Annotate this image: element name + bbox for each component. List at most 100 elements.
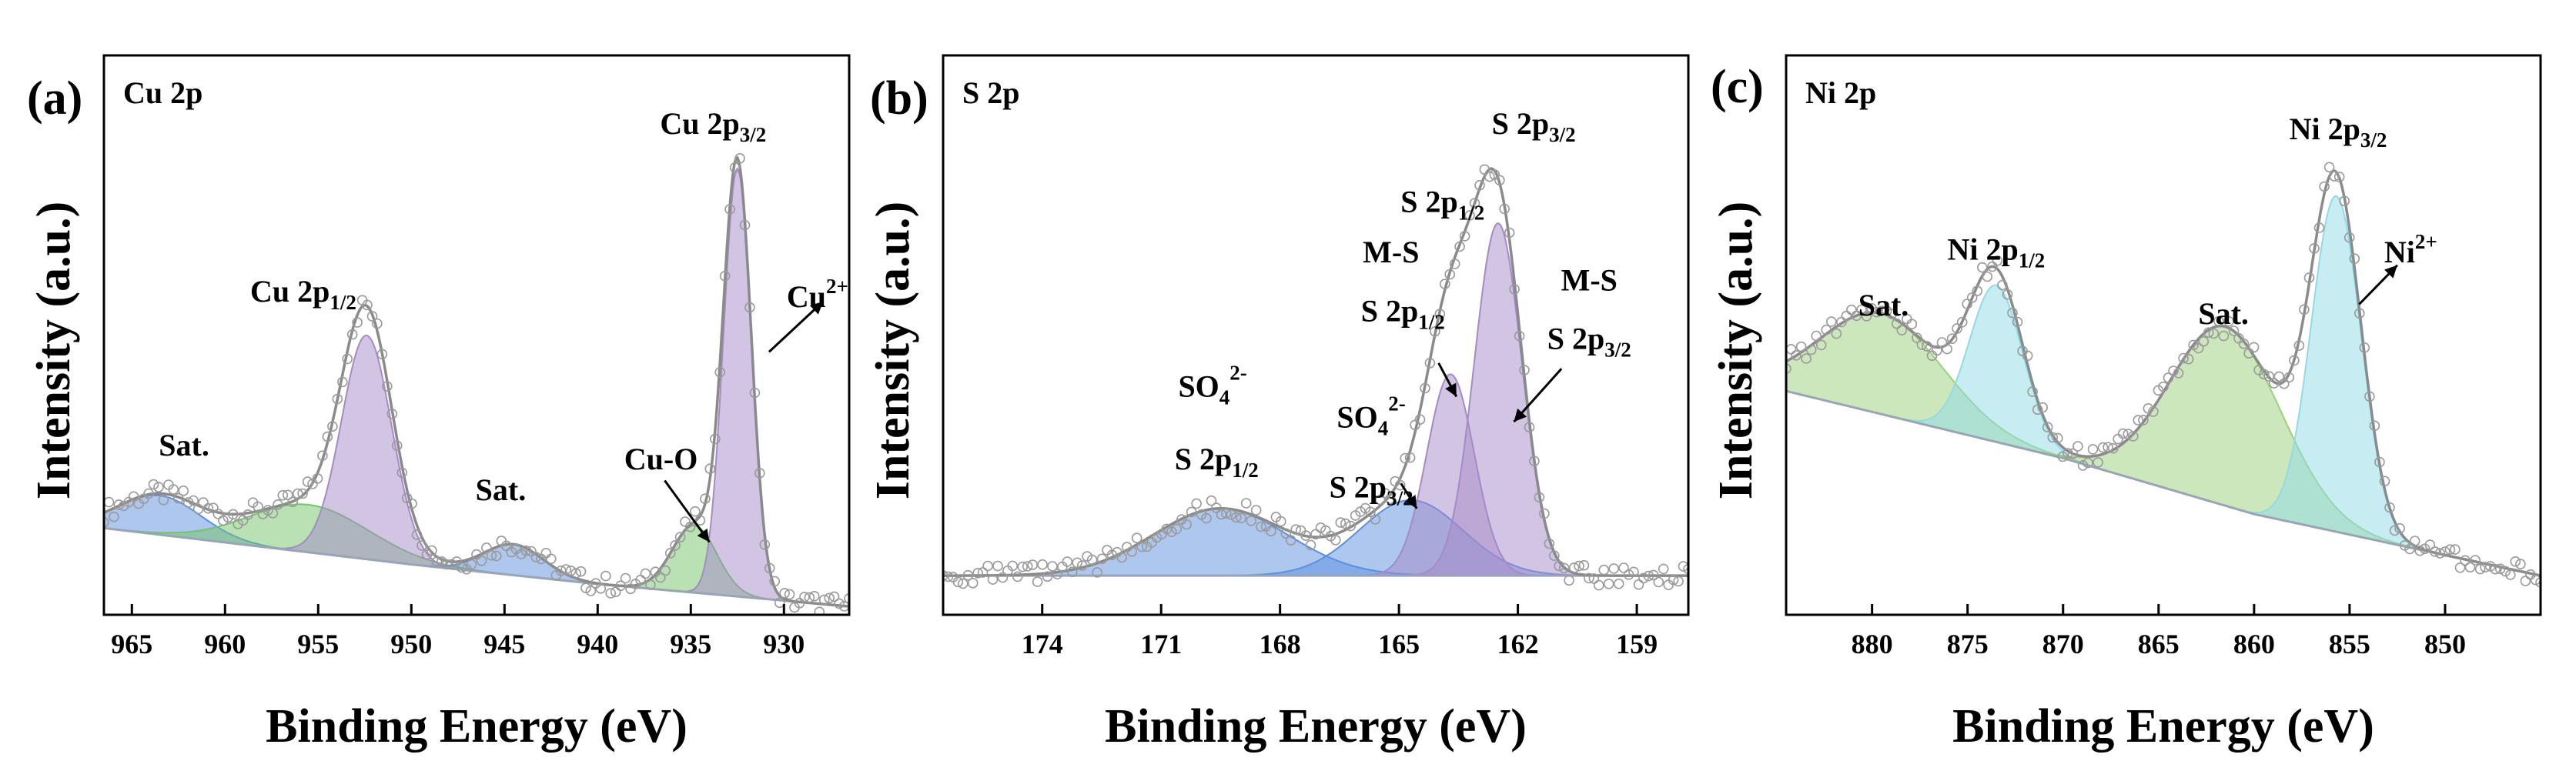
plot-frame (102, 54, 851, 616)
data-point (2057, 451, 2069, 462)
data-point (1977, 262, 1988, 273)
data-point (545, 553, 557, 565)
x-tick-label: 165 (1378, 629, 1420, 659)
data-point (1529, 456, 1540, 467)
data-point (992, 560, 1003, 572)
data-point (282, 489, 293, 501)
data-point (1230, 512, 1242, 523)
data-point (2103, 442, 2113, 453)
data-point (1871, 306, 1882, 318)
data-point (476, 555, 487, 566)
data-point (1236, 512, 1246, 524)
data-point (779, 588, 790, 599)
data-point (2032, 404, 2043, 416)
data-point (2379, 476, 2390, 487)
data-point (1414, 414, 1426, 426)
peak-annotation: Sat. (159, 428, 209, 462)
peak-annotation: S 2p1/2 (1400, 185, 1484, 225)
data-point (1668, 574, 1679, 586)
data-point (2333, 172, 2345, 182)
data-point (188, 495, 199, 506)
data-point (1821, 324, 1832, 335)
data-point (1936, 337, 1948, 348)
data-point (109, 511, 119, 522)
data-point (2384, 502, 2395, 513)
data-point (292, 488, 303, 499)
data-point (2460, 555, 2471, 566)
peak-annotation: S 2p3/2 (1330, 469, 1413, 509)
data-point (615, 580, 626, 592)
data-point (530, 552, 542, 562)
data-point (1454, 241, 1465, 252)
x-tick-label: 855 (2329, 629, 2370, 659)
data-point (654, 572, 666, 583)
data-point (2173, 368, 2184, 379)
peak-annotation: S 2p3/2 (1492, 106, 1576, 146)
data-point (490, 550, 502, 562)
data-point (520, 545, 532, 556)
data-point (2394, 522, 2405, 534)
data-point (804, 592, 815, 603)
data-point (1946, 333, 1958, 345)
data-point (411, 529, 423, 540)
data-point (1276, 516, 1286, 527)
x-tick-label: 870 (2042, 629, 2084, 659)
data-point (1086, 554, 1098, 566)
annotation-arrow (2358, 264, 2398, 305)
peak-annotation: Ni 2p1/2 (1948, 232, 2046, 272)
data-point (645, 579, 656, 590)
data-point (690, 506, 701, 517)
x-axis-label: Binding Energy (eV) (1952, 700, 2374, 753)
data-point (1335, 517, 1347, 528)
data-point (113, 499, 125, 510)
data-point (2515, 559, 2526, 569)
data-point (1240, 498, 1252, 509)
data-point (2464, 562, 2476, 573)
data-point (2303, 272, 2315, 283)
data-point (1330, 535, 1341, 546)
data-point (1633, 579, 1644, 590)
data-point (376, 349, 388, 360)
data-point (2414, 545, 2425, 556)
annotation-arrow (768, 300, 825, 353)
y-axis-label: Intensity (a.u.) (28, 202, 80, 500)
data-point (2073, 441, 2083, 452)
data-point (182, 497, 194, 508)
data-point (2279, 378, 2290, 389)
panel-title: Ni 2p (1805, 75, 1876, 110)
data-point (1201, 512, 1212, 524)
data-point (952, 576, 964, 588)
data-point (1972, 285, 1983, 296)
experimental-points (1786, 162, 2541, 588)
data-point (828, 591, 840, 602)
data-point (1891, 318, 1902, 329)
data-point (342, 353, 353, 365)
data-point (1568, 562, 1580, 573)
data-point (1062, 556, 1073, 567)
data-point (1952, 323, 1962, 334)
data-point (1305, 539, 1316, 551)
data-point (2520, 576, 2531, 586)
panel-title: S 2p (962, 75, 1020, 110)
data-point (1032, 576, 1043, 587)
data-point (664, 548, 676, 559)
data-point (2309, 242, 2320, 254)
data-point (227, 509, 239, 520)
data-point (1171, 523, 1183, 535)
data-point (2258, 369, 2270, 380)
data-point (2535, 577, 2541, 588)
x-tick-label: 935 (670, 629, 711, 659)
data-point (2454, 562, 2466, 573)
data-point (1603, 578, 1614, 589)
data-point (680, 516, 691, 527)
data-point (148, 479, 159, 490)
data-point (1594, 579, 1604, 591)
data-point (2319, 181, 2330, 192)
data-point (1290, 524, 1301, 536)
data-point (1434, 309, 1446, 319)
data-point (1861, 311, 1872, 322)
data-point (1181, 519, 1192, 530)
data-point (670, 539, 681, 551)
data-point (1444, 269, 1455, 280)
x-tick-label: 880 (1852, 629, 1893, 659)
